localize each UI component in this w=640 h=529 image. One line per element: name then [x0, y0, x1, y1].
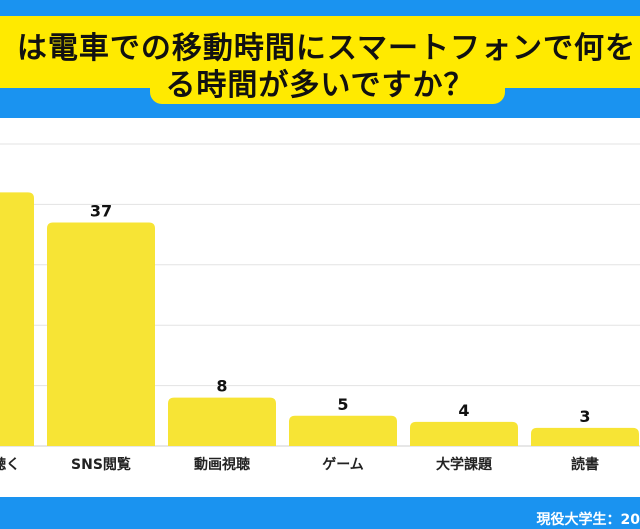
category-label: SNS閲覧	[71, 456, 131, 473]
title-tab	[150, 70, 505, 104]
bar	[410, 421, 518, 446]
bar	[168, 397, 276, 446]
category-label: 読書	[571, 456, 599, 473]
category-label: 聴く	[0, 457, 20, 473]
value-label: 3	[579, 407, 590, 426]
category-label: 大学課題	[436, 456, 493, 473]
footer-text: 現役大学生：20	[536, 512, 640, 528]
chart-title-line-1: は電車での移動時間にスマートフォンで何を	[16, 31, 636, 66]
value-label: 5	[337, 395, 348, 414]
bar	[0, 192, 34, 446]
category-label: 動画視聴	[194, 456, 250, 473]
footer-bar: 現役大学生：20	[0, 497, 640, 529]
value-label: 8	[216, 377, 227, 396]
bar	[531, 427, 639, 446]
category-label: ゲーム	[322, 456, 364, 473]
bar	[47, 222, 155, 446]
bar-chart: 聴く 37 SNS閲覧 8 動画視聴 5 ゲーム 4 大学課題 3 読書	[0, 143, 640, 473]
value-label: 4	[458, 401, 469, 420]
bar	[289, 415, 397, 446]
chart-title-line-2: る時間が多いですか？	[165, 68, 475, 103]
value-label: 37	[90, 202, 112, 221]
